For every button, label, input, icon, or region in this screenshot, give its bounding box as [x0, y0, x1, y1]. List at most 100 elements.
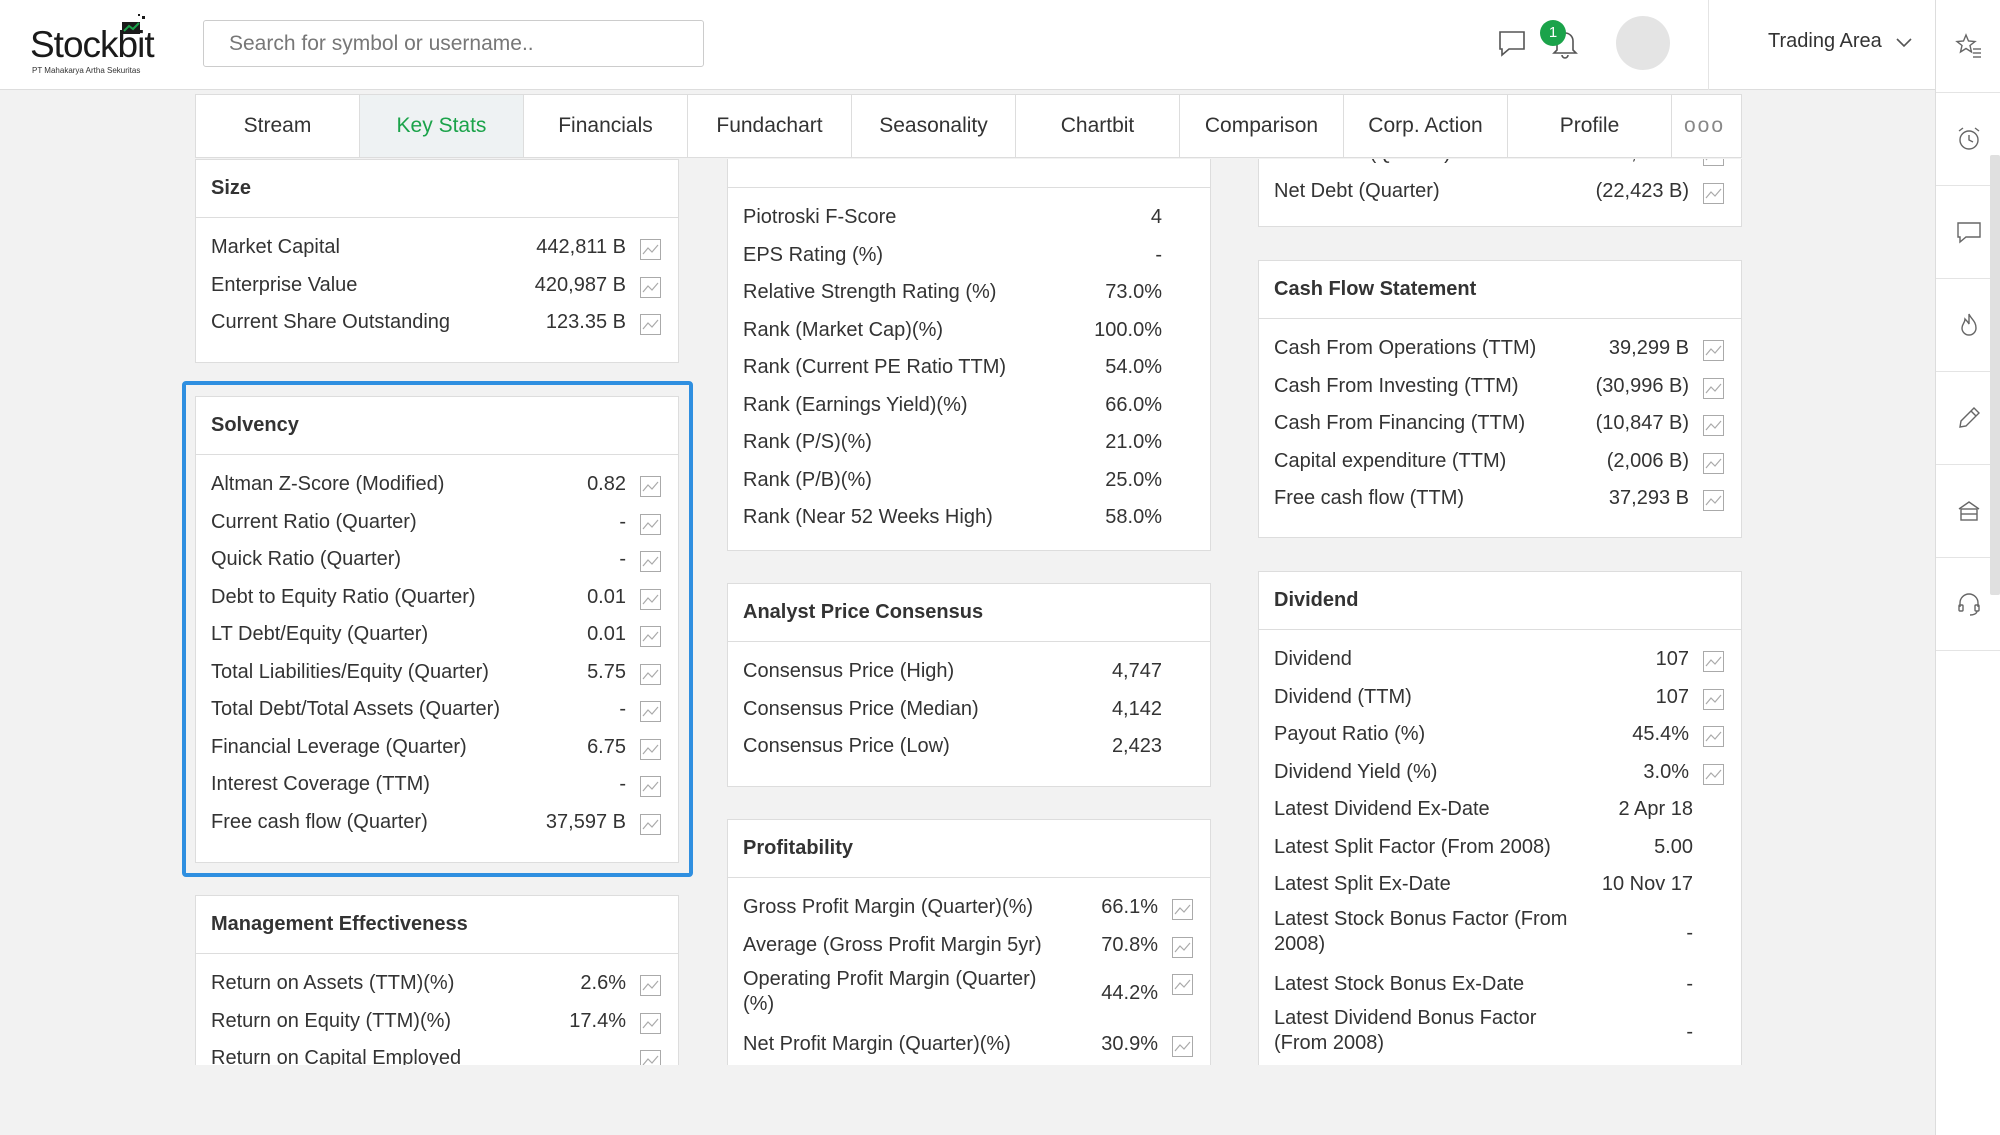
stat-row: Dividend 107 [1259, 642, 1741, 680]
stat-value: - [619, 773, 626, 795]
chart-icon[interactable] [1703, 159, 1724, 166]
profitability-card: Profitability Gross Profit Margin (Quart… [727, 819, 1211, 1065]
tab-more[interactable]: ooo [1683, 114, 1726, 137]
stat-value: 0.01 [587, 623, 626, 645]
chart-icon[interactable] [1703, 415, 1724, 436]
chart-icon[interactable] [640, 1012, 661, 1034]
stat-label: Dividend [1274, 648, 1352, 670]
stat-label: Rank (Current PE Ratio TTM) [743, 356, 1007, 378]
chart-icon[interactable] [640, 813, 661, 835]
size-card: Size Market Capital 442,811 B Enterprise V… [195, 159, 679, 363]
stat-label: Latest Dividend Bonus Factor (From 2008) [1274, 1007, 1537, 1054]
stat-label: Return on Equity (TTM)(%) [211, 1009, 452, 1032]
stat-value: (2,006 B) [1606, 449, 1689, 472]
management-card: Management Effectiveness Return on Asset… [195, 895, 679, 1065]
chart-icon[interactable] [1172, 974, 1193, 995]
chart-icon[interactable] [1172, 936, 1193, 958]
tab-profile[interactable]: Profile [1508, 95, 1672, 157]
trading-area-menu[interactable]: Trading Area [1768, 30, 1882, 52]
rail-draw[interactable] [1936, 372, 2000, 465]
stat-label: Altman Z-Score (Modified) [211, 473, 445, 495]
chart-icon[interactable] [1703, 182, 1724, 204]
cash-flow-card: Cash Flow Statement Cash From Operations… [1258, 260, 1742, 538]
rail-support[interactable] [1936, 558, 2000, 651]
flame-icon [1960, 313, 1977, 336]
chart-icon[interactable] [640, 276, 661, 298]
chart-icon[interactable] [640, 663, 661, 685]
chart-icon[interactable] [640, 551, 661, 572]
stat-row: Dividend (TTM) 107 [1259, 680, 1741, 718]
stat-label: Debt to Equity Ratio (Quarter) [211, 585, 476, 608]
tab-seasonality[interactable]: Seasonality [852, 95, 1016, 157]
stat-label: Latest Stock Bonus Factor (From 2008) [1274, 907, 1568, 955]
chat-icon[interactable] [1497, 28, 1527, 58]
rail-portfolio[interactable] [1936, 465, 2000, 558]
stat-row: Average (Gross Profit Margin 5yr) 70.8% [728, 928, 1210, 966]
chart-icon[interactable] [640, 701, 661, 722]
stat-row: Cash From Investing (TTM) (30,996 B) [1259, 369, 1741, 407]
stat-value: 6.75 [587, 735, 626, 758]
tab-financials[interactable]: Financials [524, 95, 688, 157]
tab-key-stats[interactable]: Key Stats [360, 95, 524, 157]
stockbit-logo[interactable]: Stockbit PT Mahakarya Artha Sekuritas [30, 14, 155, 76]
chart-icon[interactable] [640, 314, 661, 335]
card-title: Size [196, 160, 678, 218]
chart-icon[interactable] [640, 1050, 661, 1065]
stat-label: Financial Leverage (Quarter) [211, 735, 467, 758]
search-input[interactable] [203, 20, 704, 67]
chart-icon[interactable] [640, 626, 661, 647]
debt-card: Total Debt (Quarter) 2,375 B Net Debt (Qua… [1258, 159, 1742, 227]
rail-scrollbar[interactable] [1990, 155, 2000, 595]
pencil-icon [1958, 407, 1980, 428]
rail-trending[interactable] [1936, 279, 2000, 372]
chart-icon[interactable] [1703, 452, 1724, 474]
stat-row: Rank (P/B)(%) 25.0% [728, 463, 1210, 501]
stat-value: 2.6% [580, 972, 626, 994]
right-rail [1935, 0, 2000, 1135]
chart-icon[interactable] [1703, 651, 1724, 672]
chart-icon[interactable] [640, 476, 661, 497]
stat-value: 442,811 B [536, 236, 626, 258]
chart-icon[interactable] [1703, 490, 1724, 511]
rail-chat[interactable] [1936, 186, 2000, 279]
card-title: Cash Flow Statement [1259, 261, 1741, 319]
key-stats-content[interactable]: Size Market Capital 442,811 B Enterprise V… [0, 159, 1935, 1065]
stat-value: - [1686, 921, 1693, 944]
chart-icon[interactable] [1172, 899, 1193, 920]
chart-icon[interactable] [1703, 688, 1724, 710]
chart-icon[interactable] [1703, 726, 1724, 747]
tab-chartbit[interactable]: Chartbit [1016, 95, 1180, 157]
chart-icon[interactable] [1703, 340, 1724, 361]
header-divider [1708, 0, 1709, 90]
stat-label: Rank (P/S)(%) [743, 431, 872, 453]
tab-corp-action[interactable]: Corp. Action [1344, 95, 1508, 157]
rail-alarm[interactable] [1936, 93, 2000, 186]
chart-icon[interactable] [1703, 763, 1724, 785]
stat-label: Latest Split Ex-Date [1274, 873, 1451, 895]
avatar[interactable] [1616, 16, 1670, 70]
chart-icon[interactable] [1172, 1036, 1193, 1057]
tab-comparison[interactable]: Comparison [1180, 95, 1344, 157]
chart-icon[interactable] [640, 513, 661, 535]
stat-value: - [619, 548, 626, 570]
chart-icon[interactable] [640, 588, 661, 610]
stat-row: Return on Assets (TTM)(%) 2.6% [196, 966, 678, 1004]
chart-icon[interactable] [640, 738, 661, 760]
rail-watchlist[interactable] [1936, 0, 2000, 93]
briefcase-icon [1958, 501, 1979, 521]
stat-value: (10,847 B) [1595, 412, 1689, 434]
stat-row: Relative Strength Rating (%) 73.0% [728, 275, 1210, 313]
card-title-hidden [728, 159, 1210, 188]
chevron-down-icon[interactable] [1895, 34, 1913, 52]
tab-fundachart[interactable]: Fundachart [688, 95, 852, 157]
chart-icon[interactable] [640, 975, 661, 996]
chart-icon[interactable] [640, 239, 661, 260]
tab-stream[interactable]: Stream [196, 95, 360, 157]
headset-icon [1957, 593, 1980, 616]
stat-row: Return on Equity (TTM)(%) 17.4% [196, 1004, 678, 1042]
stat-row: Latest Dividend Bonus Factor (From 2008)… [1259, 1004, 1741, 1065]
stat-row: Net Debt (Quarter) (22,423 B) [1259, 174, 1741, 212]
chart-icon[interactable] [640, 776, 661, 797]
stat-value: 107 [1655, 685, 1689, 708]
chart-icon[interactable] [1703, 377, 1724, 399]
